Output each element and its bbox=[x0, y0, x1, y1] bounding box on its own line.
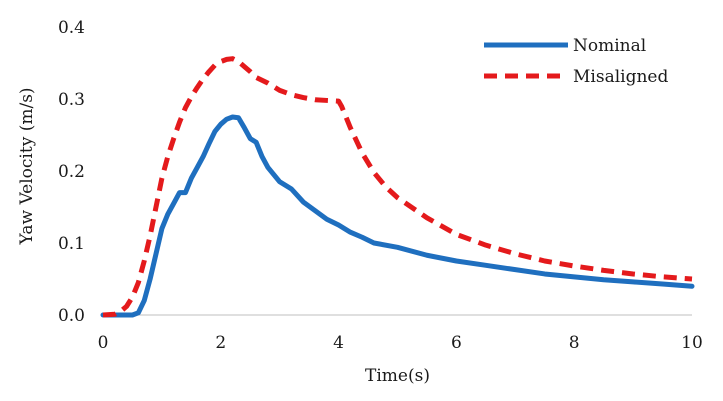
series-line-misaligned bbox=[102, 56, 693, 318]
legend-label-misaligned: Misaligned bbox=[573, 67, 668, 87]
x-tick-label: 8 bbox=[569, 333, 580, 353]
series-line-nominal bbox=[100, 114, 695, 318]
x-tick-label: 10 bbox=[681, 333, 703, 353]
y-tick-label: 0.1 bbox=[58, 234, 85, 254]
x-tick-label: 6 bbox=[451, 333, 462, 353]
y-tick-label: 0.3 bbox=[58, 90, 85, 110]
x-tick-label: 2 bbox=[215, 333, 226, 353]
y-tick-label: 0.4 bbox=[58, 18, 85, 38]
y-tick-label: 0.0 bbox=[58, 306, 85, 326]
y-axis-title: Yaw Velocity (m/s) bbox=[17, 87, 37, 245]
legend: Nominal Misaligned bbox=[484, 36, 668, 87]
y-tick-label: 0.2 bbox=[58, 162, 85, 182]
x-axis-title: Time(s) bbox=[365, 366, 430, 386]
x-tick-label: 4 bbox=[333, 333, 344, 353]
axes: 0 2 4 6 8 10 0.0 0.1 0.2 0.3 0.4 bbox=[58, 18, 703, 353]
x-tick-label: 0 bbox=[98, 333, 109, 353]
legend-label-nominal: Nominal bbox=[573, 36, 646, 56]
series-layer bbox=[100, 56, 695, 318]
